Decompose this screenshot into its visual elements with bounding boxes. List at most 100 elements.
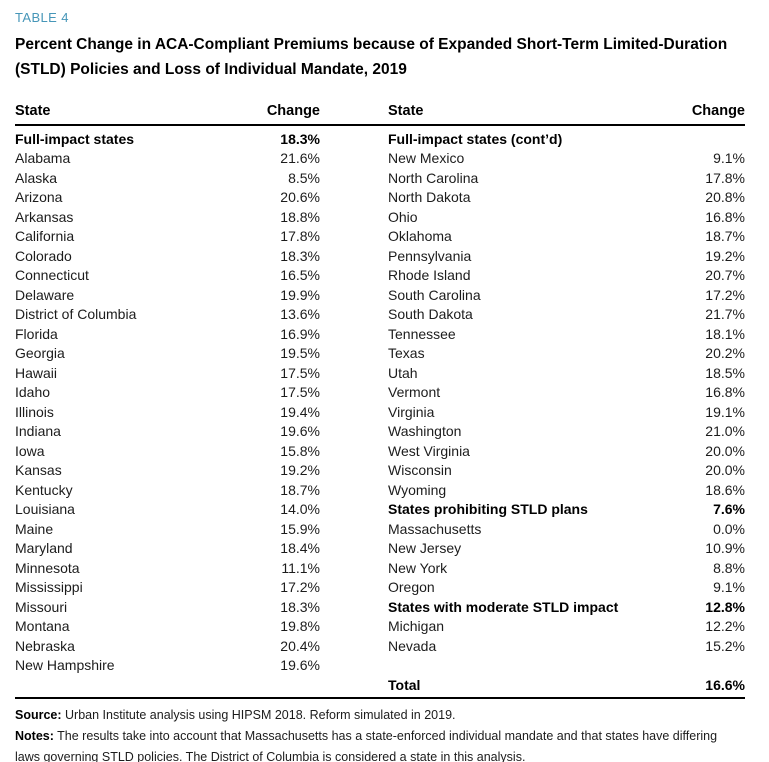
table-row: Connecticut 16.5% — [15, 266, 320, 286]
state-cell: Arkansas — [15, 208, 74, 225]
table-row: Iowa 15.8% — [15, 441, 320, 461]
state-cell: Pennsylvania — [388, 247, 472, 264]
change-cell: 12.2% — [705, 618, 745, 635]
table-row: West Virginia 20.0% — [388, 441, 745, 461]
state-cell: Vermont — [388, 384, 441, 401]
state-cell: Idaho — [15, 384, 51, 401]
change-cell: 13.6% — [280, 306, 320, 323]
change-cell: 15.2% — [705, 637, 745, 654]
source-label: Source: — [15, 707, 62, 722]
table-row: Arizona 20.6% — [15, 188, 320, 208]
state-cell: New Mexico — [388, 150, 465, 167]
change-cell: 17.5% — [280, 384, 320, 401]
state-cell: States with moderate STLD impact — [388, 598, 619, 615]
notes-label: Notes: — [15, 728, 54, 743]
state-cell: Illinois — [15, 403, 54, 420]
table-row: Delaware 19.9% — [15, 285, 320, 305]
state-cell: Maryland — [15, 540, 73, 557]
table-row: Idaho 17.5% — [15, 383, 320, 403]
change-cell: 17.2% — [705, 286, 745, 303]
state-cell: Colorado — [15, 247, 72, 264]
state-cell: States prohibiting STLD plans — [388, 501, 588, 518]
table-row: New Mexico 9.1% — [388, 149, 745, 169]
table-row: Florida 16.9% — [15, 324, 320, 344]
state-cell: Hawaii — [15, 364, 58, 381]
table-row: Wyoming 18.6% — [388, 480, 745, 500]
column-header-state-left: State — [15, 103, 51, 119]
table-row: Kansas 19.2% — [15, 461, 320, 481]
table-row: Alaska 8.5% — [15, 168, 320, 188]
state-cell: South Carolina — [388, 286, 481, 303]
state-cell: Full-impact states — [15, 130, 135, 147]
change-cell: 21.7% — [705, 306, 745, 323]
table-row: Missouri 18.3% — [15, 597, 320, 617]
change-cell: 16.8% — [705, 384, 745, 401]
state-cell: Full-impact states (cont’d) — [388, 130, 563, 147]
table-row: Alabama 21.6% — [15, 149, 320, 169]
change-cell: 19.5% — [280, 345, 320, 362]
change-cell: 8.8% — [713, 559, 745, 576]
table-row — [15, 675, 320, 695]
change-cell: 20.2% — [705, 345, 745, 362]
table-row — [388, 656, 745, 676]
state-cell: Utah — [388, 364, 418, 381]
source-text: Urban Institute analysis using HIPSM 201… — [61, 707, 456, 722]
change-cell: 15.9% — [280, 520, 320, 537]
table-row: Nevada 15.2% — [388, 636, 745, 656]
column-header-change-right: Change — [691, 103, 745, 119]
column-header-row: State Change State Change — [15, 103, 745, 126]
change-cell: 11.1% — [281, 559, 320, 576]
state-cell: West Virginia — [388, 442, 470, 459]
table-row: New Hampshire 19.6% — [15, 656, 320, 676]
change-cell: 20.6% — [280, 189, 320, 206]
state-cell: Mississippi — [15, 579, 83, 596]
table-body: Full-impact states 18.3% Alabama 21.6% Alask… — [15, 126, 745, 695]
table-row: Virginia 19.1% — [388, 402, 745, 422]
table-row: Maryland 18.4% — [15, 539, 320, 559]
change-cell: 18.6% — [705, 481, 745, 498]
source-note: Source: Urban Institute analysis using H… — [15, 705, 745, 726]
change-cell: 18.4% — [280, 540, 320, 557]
state-cell: New York — [388, 559, 448, 576]
state-cell: Arizona — [15, 189, 63, 206]
change-cell: 17.5% — [280, 364, 320, 381]
table-row: Arkansas 18.8% — [15, 207, 320, 227]
table-row: Montana 19.8% — [15, 617, 320, 637]
change-cell: 16.8% — [705, 208, 745, 225]
change-cell: 18.1% — [705, 325, 745, 342]
change-cell: 8.5% — [288, 169, 320, 186]
table-row: Kentucky 18.7% — [15, 480, 320, 500]
state-cell: Ohio — [388, 208, 418, 225]
table-title-line1: Percent Change in ACA-Compliant Premiums… — [15, 36, 728, 53]
state-cell: Kansas — [15, 462, 62, 479]
table-row: Texas 20.2% — [388, 344, 745, 364]
change-cell: 12.8% — [705, 598, 745, 615]
state-cell: Virginia — [388, 403, 435, 420]
change-cell: 19.1% — [705, 403, 745, 420]
table-row: Mississippi 17.2% — [15, 578, 320, 598]
state-cell: Iowa — [15, 442, 45, 459]
table-row: Michigan 12.2% — [388, 617, 745, 637]
change-cell: 18.3% — [280, 130, 320, 147]
table-row: Maine 15.9% — [15, 519, 320, 539]
change-cell: 19.9% — [280, 286, 320, 303]
change-cell: 9.1% — [713, 579, 745, 596]
state-cell: North Carolina — [388, 169, 479, 186]
change-cell: 21.6% — [280, 150, 320, 167]
state-cell: Oregon — [388, 579, 435, 596]
state-cell: Massachusetts — [388, 520, 482, 537]
change-cell: 7.6% — [713, 501, 745, 518]
change-cell: 17.8% — [705, 169, 745, 186]
state-cell: Nevada — [388, 637, 437, 654]
state-cell: Minnesota — [15, 559, 80, 576]
change-cell: 10.9% — [705, 540, 745, 557]
state-cell: Maine — [15, 520, 54, 537]
change-cell: 14.0% — [280, 501, 320, 518]
state-cell: South Dakota — [388, 306, 473, 323]
table-row: Hawaii 17.5% — [15, 363, 320, 383]
table-row: Vermont 16.8% — [388, 383, 745, 403]
table-row: Oklahoma 18.7% — [388, 227, 745, 247]
change-cell: 18.7% — [705, 228, 745, 245]
state-cell: Oklahoma — [388, 228, 452, 245]
state-cell: Alabama — [15, 150, 71, 167]
